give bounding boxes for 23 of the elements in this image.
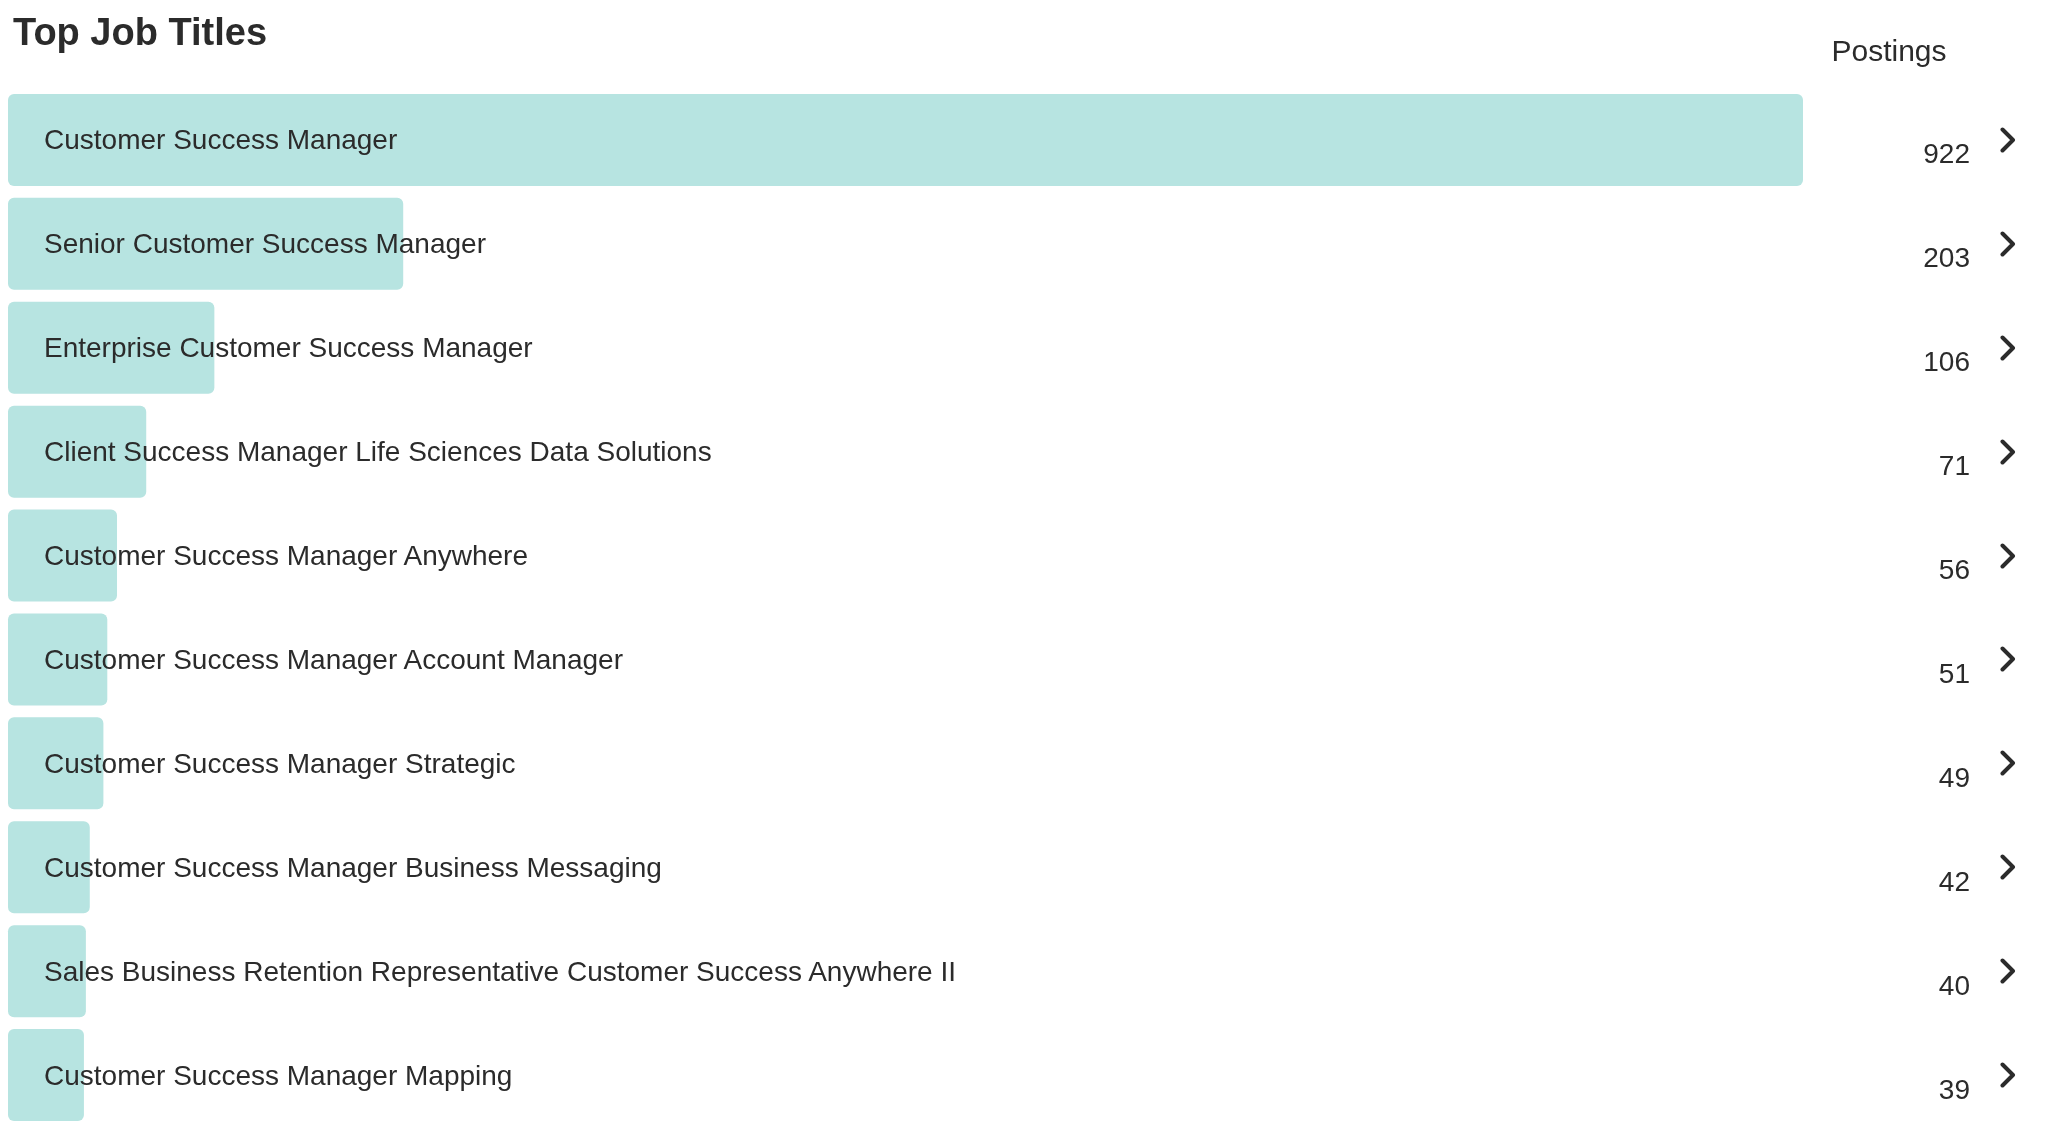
data-label: 71 <box>1938 450 1970 482</box>
data-label: 39 <box>1938 1073 1970 1105</box>
x-axis-title: Postings <box>1831 33 1947 67</box>
bar <box>8 93 1803 186</box>
y-tick-label: Customer Success Manager Strategic <box>44 747 516 779</box>
y-tick-label: Customer Success Manager <box>44 124 398 156</box>
y-tick-label: Client Success Manager Life Sciences Data Solutions <box>44 436 712 468</box>
y-tick-label: Sales Business Retention Representative Customer Success Anywhere II <box>44 955 957 987</box>
data-label: 922 <box>1923 138 1970 170</box>
y-tick-label: Senior Customer Success Manager <box>44 228 486 260</box>
y-tick-label: Customer Success Manager Anywhere <box>44 540 528 572</box>
data-label: 56 <box>1938 554 1970 586</box>
data-label: 106 <box>1923 346 1970 378</box>
data-label: 49 <box>1938 761 1970 793</box>
y-tick-label: Customer Success Manager Mapping <box>44 1059 513 1091</box>
data-label: 42 <box>1938 865 1970 897</box>
chart-title: Top Job Titles <box>13 11 268 53</box>
y-tick-label: Customer Success Manager Account Manager <box>44 643 623 675</box>
data-label: 51 <box>1938 657 1970 689</box>
data-label: 203 <box>1923 242 1970 274</box>
y-tick-label: Customer Success Manager Business Messaging <box>44 851 662 883</box>
y-tick-label: Enterprise Customer Success Manager <box>44 332 533 364</box>
data-label: 40 <box>1938 969 1970 1001</box>
